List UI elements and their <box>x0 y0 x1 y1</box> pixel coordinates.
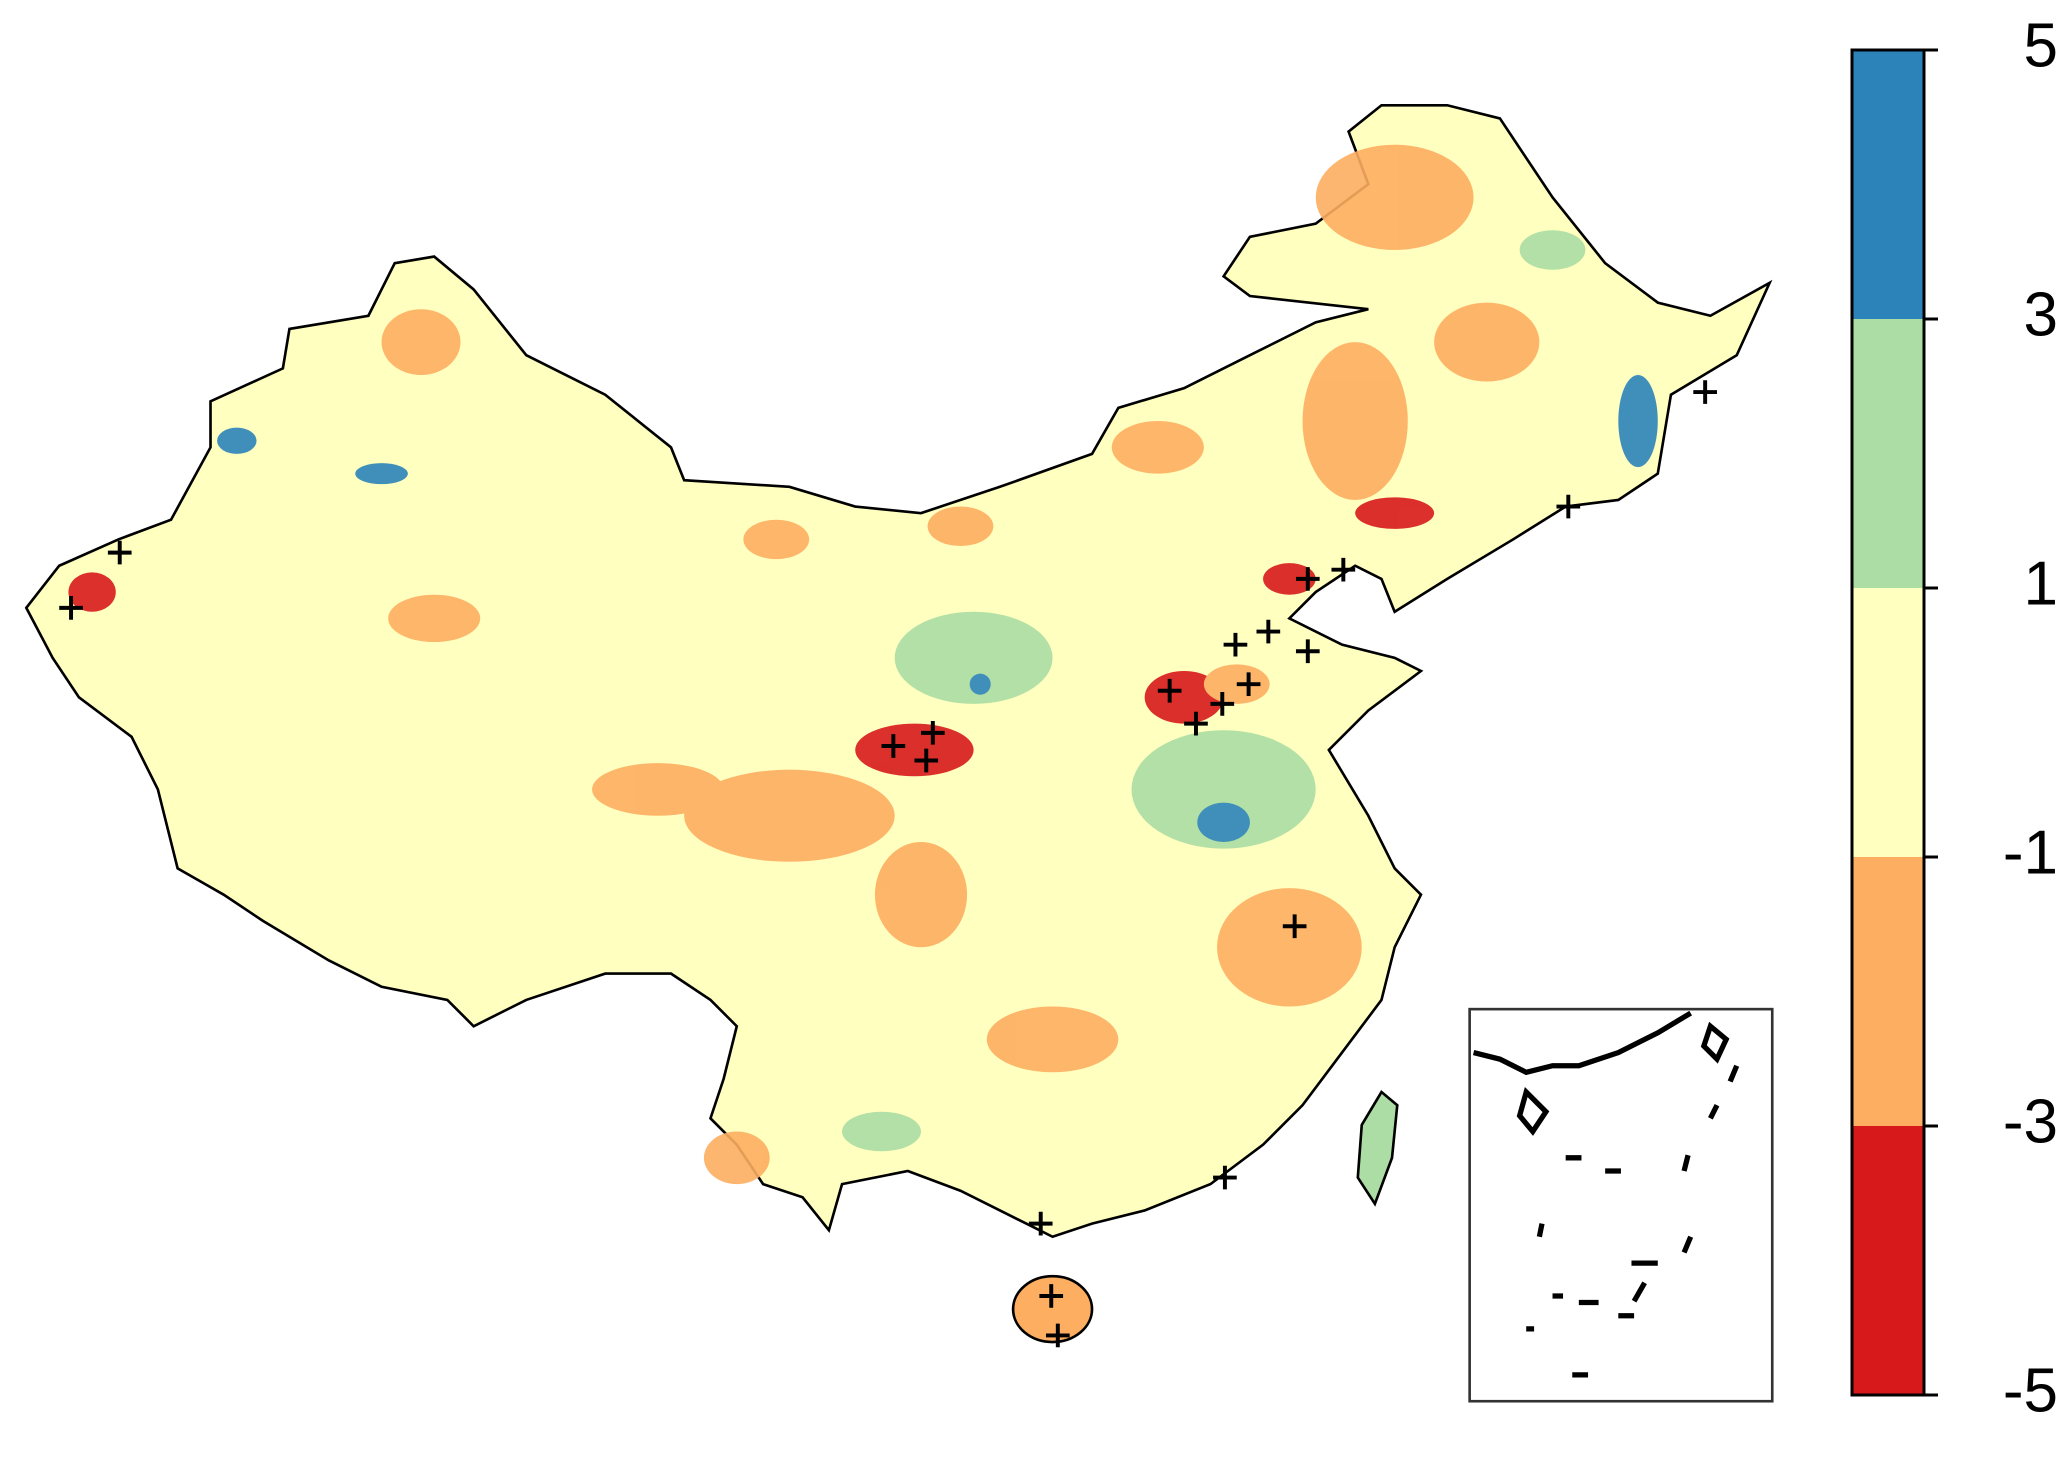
markers <box>59 380 1717 1348</box>
taiwan <box>1356 1090 1399 1207</box>
colorbar-segment <box>1852 1126 1924 1395</box>
colorbar-segment <box>1852 857 1924 1126</box>
tick-label: 3 <box>2024 280 2058 349</box>
colorbar-segment <box>1852 319 1924 588</box>
patches <box>68 144 1658 1185</box>
colorbar-segment <box>1852 50 1924 319</box>
tick-label: -3 <box>2003 1087 2058 1156</box>
colorbar-frame <box>1850 48 1926 1397</box>
map <box>24 103 1774 1403</box>
colorbar-segment <box>1852 588 1924 857</box>
tick-label: -1 <box>2003 818 2058 887</box>
hainan <box>1011 1274 1094 1344</box>
tick-label: 1 <box>2024 549 2058 618</box>
colorbar: -5 -3 -1 1 3 5 <box>1850 11 2058 1425</box>
tick-label: 5 <box>2024 11 2058 80</box>
inset <box>1468 1007 1774 1403</box>
tick-label: -5 <box>2003 1356 2058 1425</box>
